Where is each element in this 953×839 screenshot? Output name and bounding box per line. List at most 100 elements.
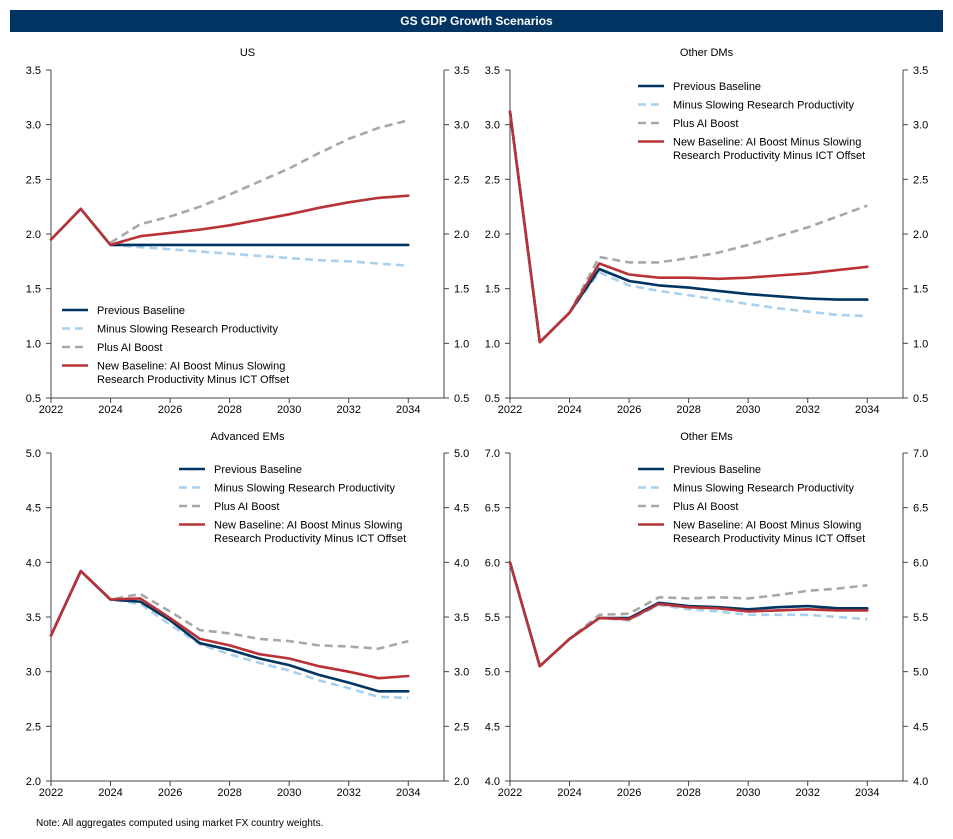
- legend-label: Research Productivity Minus ICT Offset: [214, 533, 406, 545]
- y-tick-label: 1.5: [26, 284, 41, 296]
- legend: Previous Baseline Minus Slowing Research …: [179, 464, 406, 545]
- y-tick-label: 3.5: [485, 65, 500, 77]
- y-tick-label-right: 3.5: [454, 612, 469, 624]
- y-tick-label-right: 5.0: [454, 448, 469, 460]
- y-tick-label-right: 3.0: [913, 120, 928, 132]
- y-tick-label-right: 4.0: [913, 776, 928, 788]
- chart-panel-3: Advanced EMs 2.0 2.0 2.5 2.5 3.0 3.0 3.5 3.5 4.0 4…: [26, 431, 470, 799]
- y-tick-label: 4.5: [26, 503, 41, 515]
- y-tick-label-right: 3.5: [913, 65, 928, 77]
- legend-label: Research Productivity Minus ICT Offset: [673, 150, 865, 162]
- x-tick-label: 2026: [158, 404, 182, 416]
- y-tick-label: 7.0: [485, 448, 500, 460]
- x-tick-label: 2026: [617, 787, 641, 799]
- y-tick-label: 4.5: [485, 721, 500, 733]
- y-tick-label-right: 2.0: [454, 776, 469, 788]
- y-tick-label-right: 7.0: [913, 448, 928, 460]
- legend-label: Minus Slowing Research Productivity: [97, 324, 278, 336]
- y-tick-label-right: 2.5: [454, 174, 469, 186]
- legend: Previous Baseline Minus Slowing Research …: [638, 464, 865, 545]
- x-tick-label: 2022: [498, 787, 522, 799]
- y-tick-label: 2.5: [485, 174, 500, 186]
- legend-label: Previous Baseline: [673, 464, 761, 476]
- series-line-new-baseline: [49, 194, 410, 247]
- series-line-minus-slowing: [110, 243, 409, 267]
- y-tick-label-right: 6.5: [913, 503, 928, 515]
- legend-label: New Baseline: AI Boost Minus Slowing: [673, 137, 861, 149]
- series-line-new-baseline: [508, 110, 869, 344]
- chart-title: Other EMs: [680, 431, 733, 443]
- y-tick-label-right: 1.5: [454, 284, 469, 296]
- y-tick-label: 6.5: [485, 503, 500, 515]
- x-tick-label: 2030: [277, 787, 301, 799]
- x-tick-label: 2024: [557, 404, 581, 416]
- legend-label: Plus AI Boost: [673, 118, 738, 130]
- x-tick-label: 2032: [795, 404, 819, 416]
- y-tick-label: 3.5: [26, 65, 41, 77]
- x-tick-label: 2032: [336, 787, 360, 799]
- legend-label: Plus AI Boost: [673, 501, 738, 513]
- series-line-minus-slowing: [508, 561, 868, 668]
- x-tick-label: 2022: [498, 404, 522, 416]
- legend-label: Plus AI Boost: [214, 501, 279, 513]
- legend-label: Minus Slowing Research Productivity: [673, 100, 854, 112]
- y-tick-label-right: 4.5: [454, 503, 469, 515]
- x-tick-label: 2024: [98, 787, 122, 799]
- y-tick-label: 1.0: [485, 338, 500, 350]
- chart-panel-4: Other EMs 4.0 4.0 4.5 4.5 5.0 5.0 5.5 5.5 6.0 6.0 6…: [485, 431, 929, 799]
- y-tick-label: 1.5: [485, 284, 500, 296]
- legend-label: New Baseline: AI Boost Minus Slowing: [97, 361, 285, 373]
- y-tick-label-right: 2.0: [454, 229, 469, 241]
- y-tick-label: 6.0: [485, 557, 500, 569]
- legend-label: Minus Slowing Research Productivity: [214, 483, 395, 495]
- series-line-plus-ai: [49, 569, 409, 651]
- legend: Previous Baseline Minus Slowing Research …: [638, 81, 865, 162]
- y-tick-label: 0.5: [485, 393, 500, 405]
- legend-label: New Baseline: AI Boost Minus Slowing: [673, 520, 861, 532]
- x-tick-label: 2022: [39, 404, 63, 416]
- x-tick-label: 2026: [617, 404, 641, 416]
- series-line-new-baseline: [49, 569, 410, 680]
- y-tick-label: 4.0: [26, 557, 41, 569]
- y-tick-label-right: 5.5: [913, 612, 928, 624]
- legend-label: Previous Baseline: [97, 305, 185, 317]
- legend-label: Previous Baseline: [673, 81, 761, 93]
- legend-label: New Baseline: AI Boost Minus Slowing: [214, 520, 402, 532]
- x-tick-label: 2030: [277, 404, 301, 416]
- y-tick-label: 4.0: [485, 776, 500, 788]
- y-tick-label-right: 2.5: [913, 174, 928, 186]
- x-tick-label: 2024: [557, 787, 581, 799]
- x-tick-label: 2022: [39, 787, 63, 799]
- y-tick-label: 0.5: [26, 393, 41, 405]
- legend-label: Previous Baseline: [214, 464, 302, 476]
- x-tick-label: 2028: [676, 404, 700, 416]
- x-tick-label: 2034: [855, 787, 879, 799]
- y-tick-label: 2.5: [26, 174, 41, 186]
- x-tick-label: 2028: [676, 787, 700, 799]
- y-tick-label-right: 0.5: [454, 393, 469, 405]
- x-tick-label: 2034: [396, 404, 420, 416]
- y-tick-label: 3.5: [26, 612, 41, 624]
- legend-label: Research Productivity Minus ICT Offset: [673, 533, 865, 545]
- y-tick-label: 1.0: [26, 338, 41, 350]
- y-tick-label-right: 5.0: [913, 667, 928, 679]
- y-tick-label-right: 3.5: [454, 65, 469, 77]
- x-tick-label: 2028: [217, 787, 241, 799]
- y-tick-label-right: 0.5: [913, 393, 928, 405]
- y-tick-label: 2.0: [485, 229, 500, 241]
- chart-title: Advanced EMs: [211, 431, 285, 443]
- y-tick-label-right: 6.0: [913, 557, 928, 569]
- y-tick-label-right: 4.5: [913, 721, 928, 733]
- y-tick-label-right: 2.0: [913, 229, 928, 241]
- y-tick-label: 3.0: [26, 120, 41, 132]
- y-tick-label-right: 1.0: [913, 338, 928, 350]
- y-tick-label: 2.0: [26, 229, 41, 241]
- chart-panel-1: US 0.5 0.5 1.0 1.0 1.5 1.5 2.0 2.0 2.5 2.5 3.0 3.0 3.…: [26, 47, 470, 416]
- series-line-minus-slowing: [49, 569, 409, 700]
- x-tick-label: 2034: [396, 787, 420, 799]
- page-title: GS GDP Growth Scenarios: [10, 10, 943, 32]
- x-tick-label: 2028: [217, 404, 241, 416]
- legend: Previous Baseline Minus Slowing Research …: [62, 305, 289, 386]
- y-tick-label: 3.0: [26, 667, 41, 679]
